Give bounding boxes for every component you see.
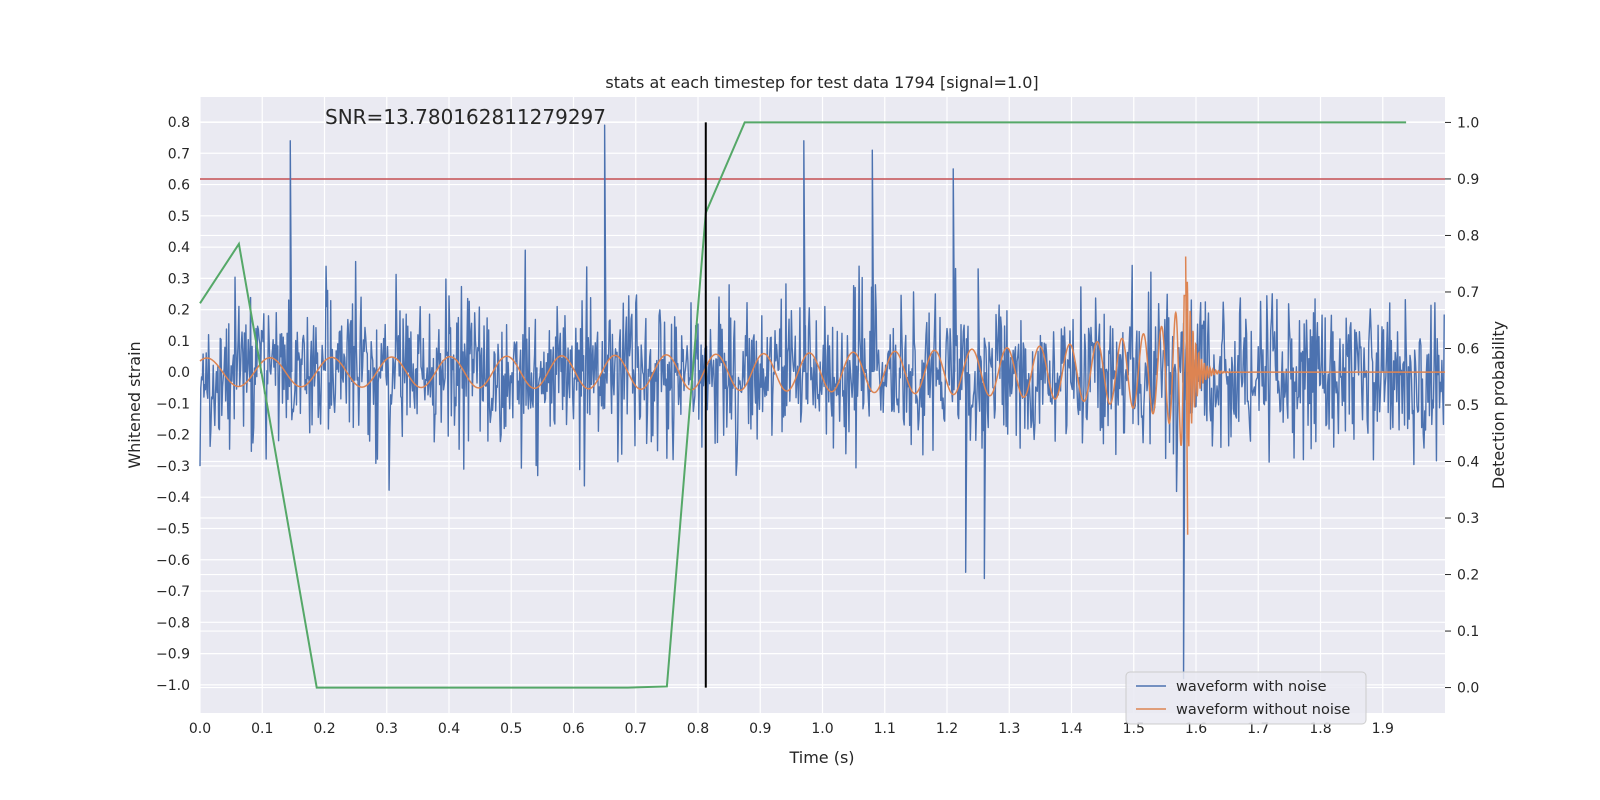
x-tick-label: 1.9 — [1372, 721, 1394, 737]
y-right-tick-labels: 1.0 0.9 0.8 0.7 0.6 0.5 0.4 0.3 0.2 0.1 0.0 — [1445, 115, 1479, 697]
y-left-axis-label: Whitened strain — [125, 341, 144, 468]
x-tick-label: 0.8 — [687, 721, 709, 737]
legend: waveform with noise waveform without noi… — [1125, 671, 1367, 725]
x-tick-label: 0.0 — [189, 721, 211, 737]
y-left-tick-label: −1.0 — [156, 678, 190, 694]
y-left-tick-label: −0.9 — [156, 647, 190, 663]
y-right-tick-label: 0.3 — [1457, 511, 1479, 527]
grid — [199, 97, 1445, 713]
y-right-tick-label: 0.9 — [1457, 172, 1479, 188]
x-tick-label: 0.2 — [313, 721, 335, 737]
y-right-tick-label: 0.0 — [1457, 681, 1479, 697]
chart-title: stats at each timestep for test data 179… — [605, 73, 1038, 92]
y-left-tick-label: 0.7 — [168, 146, 190, 162]
y-right-tick-label: 0.5 — [1457, 398, 1479, 414]
y-left-tick-label: −0.5 — [156, 522, 190, 538]
x-tick-label: 0.3 — [376, 721, 398, 737]
x-tick-label: 1.2 — [936, 721, 958, 737]
y-left-tick-label: 0.1 — [168, 334, 190, 350]
y-left-tick-label: −0.1 — [156, 396, 190, 412]
legend-label-noisy: waveform with noise — [1176, 679, 1327, 695]
x-tick-label: 0.9 — [749, 721, 771, 737]
x-tick-label: 0.1 — [251, 721, 273, 737]
y-right-tick-label: 0.8 — [1457, 228, 1479, 244]
y-left-tick-label: 0.6 — [168, 178, 190, 194]
y-left-tick-label: 0.2 — [168, 303, 190, 319]
y-left-tick-label: 0.4 — [168, 240, 190, 256]
x-tick-label: 1.4 — [1060, 721, 1082, 737]
y-left-tick-label: 0.3 — [168, 271, 190, 287]
x-tick-label: 1.8 — [1309, 721, 1331, 737]
y-left-tick-label: 0.0 — [168, 365, 190, 381]
y-left-tick-label: −0.8 — [156, 615, 190, 631]
y-right-tick-label: 0.6 — [1457, 341, 1479, 357]
probability-series-group — [199, 121, 1407, 689]
y-right-axis-label: Detection probability — [1489, 321, 1508, 489]
legend-box — [1125, 671, 1367, 725]
x-tick-label: 1.3 — [998, 721, 1020, 737]
y-left-tick-label: −0.2 — [156, 428, 190, 444]
y-right-tick-label: 1.0 — [1457, 115, 1479, 131]
y-right-tick-label: 0.7 — [1457, 285, 1479, 301]
legend-label-clean: waveform without noise — [1176, 702, 1350, 718]
x-tick-label: 0.4 — [438, 721, 460, 737]
x-tick-labels: 0.0 0.1 0.2 0.3 0.4 0.5 0.6 0.7 0.8 0.9 1.0 1.1 1.2 1… — [189, 721, 1394, 737]
x-tick-label: 0.5 — [500, 721, 522, 737]
y-left-tick-labels: 0.8 0.7 0.6 0.5 0.4 0.3 0.2 0.1 0.0 −0.1 −0.2 −0.3 −… — [156, 115, 190, 694]
y-left-tick-label: −0.6 — [156, 553, 190, 569]
clean-series-group — [199, 256, 1445, 535]
y-right-tick-label: 0.1 — [1457, 624, 1479, 640]
y-left-tick-label: −0.7 — [156, 584, 190, 600]
y-left-tick-label: 0.5 — [168, 209, 190, 225]
x-tick-label: 1.0 — [811, 721, 833, 737]
y-left-tick-label: 0.8 — [168, 115, 190, 131]
x-tick-label: 1.7 — [1247, 721, 1269, 737]
y-left-tick-label: −0.3 — [156, 459, 190, 475]
x-tick-label: 1.5 — [1123, 721, 1145, 737]
x-tick-label: 0.6 — [562, 721, 584, 737]
x-tick-label: 1.1 — [874, 721, 896, 737]
y-right-tick-label: 0.4 — [1457, 455, 1479, 471]
detection-probability-line — [199, 121, 1407, 689]
x-axis-label: Time (s) — [788, 748, 854, 767]
x-tick-label: 0.7 — [625, 721, 647, 737]
y-right-tick-label: 0.2 — [1457, 568, 1479, 584]
clean-waveform-line — [199, 256, 1445, 535]
x-tick-label: 1.6 — [1185, 721, 1207, 737]
y-left-tick-label: −0.4 — [156, 490, 190, 506]
snr-annotation: SNR=13.780162811279297 — [325, 105, 606, 129]
